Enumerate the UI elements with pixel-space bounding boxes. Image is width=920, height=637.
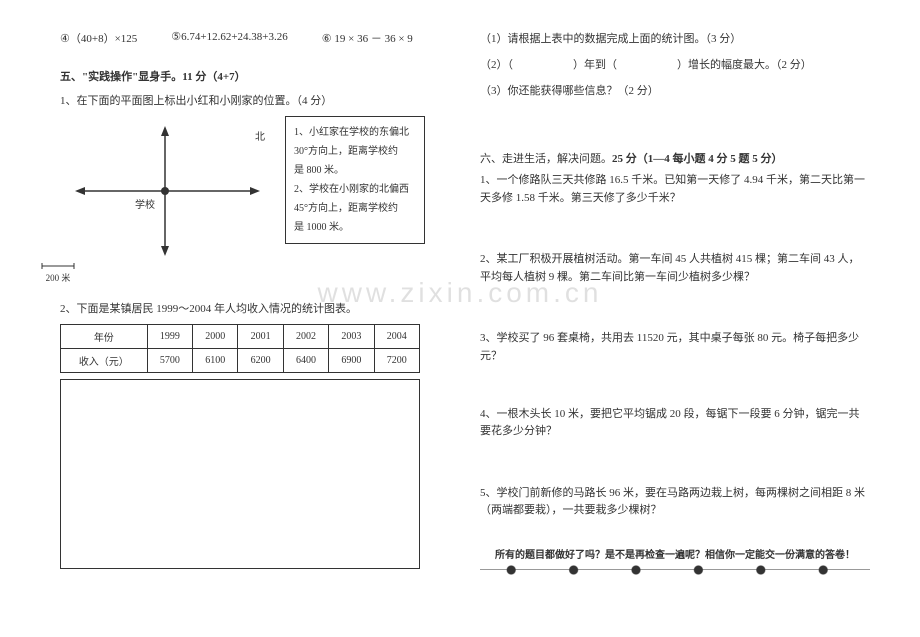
- footer-decoration: [480, 563, 870, 577]
- footer-note: 所有的题目都做好了吗？是不是再检查一遍呢？相信你一定能交一份满意的答卷！: [480, 546, 870, 561]
- info-l5: 45°方向上，距离学校约: [294, 199, 416, 218]
- direction-diagram: 北 学校 200 米 1、小红家在学校的东偏北 30°方向上，距离学校约 是 8…: [60, 116, 430, 266]
- cell-year: 2004: [374, 325, 419, 349]
- info-box: 1、小红家在学校的东偏北 30°方向上，距离学校约 是 800 米。 2、学校在…: [285, 116, 425, 244]
- cell-year: 2002: [283, 325, 328, 349]
- section-6-q5: 5、学校门前新修的马路长 96 米，要在马路两边栽上树，每两棵树之间相距 8 米…: [480, 485, 870, 520]
- cell-income: 6400: [283, 349, 328, 373]
- section-5-title: 五、"实践操作"显身手。11 分（4+7）: [60, 68, 430, 84]
- left-column: ④（40+8）×125 ⑤6.74+12.62+24.38+3.26 ⑥ 19 …: [0, 0, 460, 637]
- info-l4: 2、学校在小刚家的北偏西: [294, 180, 416, 199]
- school-label: 学校: [135, 196, 155, 211]
- sub-q2-b: ）年到（: [573, 59, 617, 71]
- cell-income: 7200: [374, 349, 419, 373]
- cell-income: 6900: [329, 349, 374, 373]
- th-income: 收入（元）: [61, 349, 148, 373]
- table-row: 年份 1999 2000 2001 2002 2003 2004: [61, 325, 420, 349]
- sub-q3: （3）你还能获得哪些信息？（2 分）: [480, 82, 870, 98]
- expr-6: ⑥ 19 × 36 － 36 × 9: [322, 30, 413, 46]
- section-5-q1: 1、在下面的平面图上标出小红和小刚家的位置。（4 分）: [60, 92, 430, 108]
- table-row: 收入（元） 5700 6100 6200 6400 6900 7200: [61, 349, 420, 373]
- expr-4: ④（40+8）×125: [60, 30, 137, 46]
- expression-row: ④（40+8）×125 ⑤6.74+12.62+24.38+3.26 ⑥ 19 …: [60, 30, 430, 46]
- section-6-title-prefix: 六、走进生活，解决问题。: [480, 153, 612, 165]
- scale-label: 200 米: [46, 273, 71, 283]
- blank-graph-box: [60, 379, 420, 569]
- sub-q2: （2）（ ）年到（ ）增长的幅度最大。（2 分）: [480, 56, 870, 72]
- info-l1: 1、小红家在学校的东偏北: [294, 123, 416, 142]
- cell-year: 2003: [329, 325, 374, 349]
- th-year: 年份: [61, 325, 148, 349]
- section-6-q2: 2、某工厂积极开展植树活动。第一车间 45 人共植树 415 棵；第二车间 43…: [480, 251, 870, 286]
- sub-q1: （1）请根据上表中的数据完成上面的统计图。（3 分）: [480, 30, 870, 46]
- cell-year: 1999: [147, 325, 192, 349]
- section-6-q3: 3、学校买了 96 套桌椅，共用去 11520 元，其中桌子每张 80 元。椅子…: [480, 330, 870, 365]
- compass-svg: [60, 116, 270, 266]
- sub-q2-a: （2）（: [480, 59, 513, 71]
- income-table: 年份 1999 2000 2001 2002 2003 2004 收入（元） 5…: [60, 324, 420, 373]
- info-l3: 是 800 米。: [294, 161, 416, 180]
- section-6-title-bold: 25 分（1—4 每小题 4 分 5 题 5 分）: [612, 153, 783, 165]
- info-l2: 30°方向上，距离学校约: [294, 142, 416, 161]
- cell-income: 6200: [238, 349, 283, 373]
- cell-year: 2000: [193, 325, 238, 349]
- expr-5: ⑤6.74+12.62+24.38+3.26: [171, 30, 287, 46]
- scale-bar: 200 米: [40, 261, 76, 284]
- cell-income: 5700: [147, 349, 192, 373]
- section-6-q1: 1、一个修路队三天共修路 16.5 千米。已知第一天修了 4.94 千米，第二天…: [480, 172, 870, 207]
- right-column: （1）请根据上表中的数据完成上面的统计图。（3 分） （2）（ ）年到（ ）增长的幅…: [460, 0, 920, 637]
- page-container: ④（40+8）×125 ⑤6.74+12.62+24.38+3.26 ⑥ 19 …: [0, 0, 920, 637]
- cell-income: 6100: [193, 349, 238, 373]
- section-6-title: 六、走进生活，解决问题。25 分（1—4 每小题 4 分 5 题 5 分）: [480, 150, 870, 166]
- sub-q2-c: ）增长的幅度最大。（2 分）: [677, 59, 812, 71]
- section-5-q2: 2、下面是某镇居民 1999～2004 年人均收入情况的统计图表。: [60, 300, 430, 316]
- section-6-q4: 4、一根木头长 10 米，要把它平均锯成 20 段，每锯下一段要 6 分钟，锯完…: [480, 406, 870, 441]
- cell-year: 2001: [238, 325, 283, 349]
- info-l6: 是 1000 米。: [294, 218, 416, 237]
